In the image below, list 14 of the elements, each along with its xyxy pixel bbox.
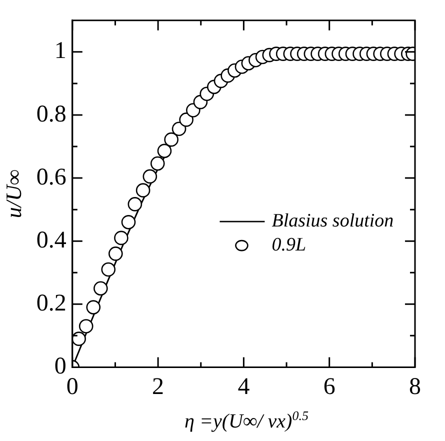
y-tick-label: 0.2 bbox=[36, 290, 66, 316]
x-axis-title: η =y(U∞/ νx)$^{0.5}$ bbox=[184, 408, 310, 434]
x-tick-label: 2 bbox=[152, 374, 164, 400]
y-tick-label: 0 bbox=[54, 353, 66, 380]
x-tick-label: 4 bbox=[238, 374, 250, 400]
y-tick-label: 0.6 bbox=[36, 164, 66, 190]
y-axis-title: u/U∞ bbox=[0, 169, 26, 218]
legend-label: Blasius solution bbox=[272, 210, 394, 232]
x-tick-label: 8 bbox=[409, 374, 421, 400]
y-tick-label: 1 bbox=[54, 38, 66, 64]
x-tick-label: 6 bbox=[323, 374, 336, 400]
legend-label: 0.9L bbox=[272, 234, 306, 256]
y-tick-label: 0.4 bbox=[36, 227, 66, 254]
y-tick-label: 0.8 bbox=[36, 101, 66, 128]
